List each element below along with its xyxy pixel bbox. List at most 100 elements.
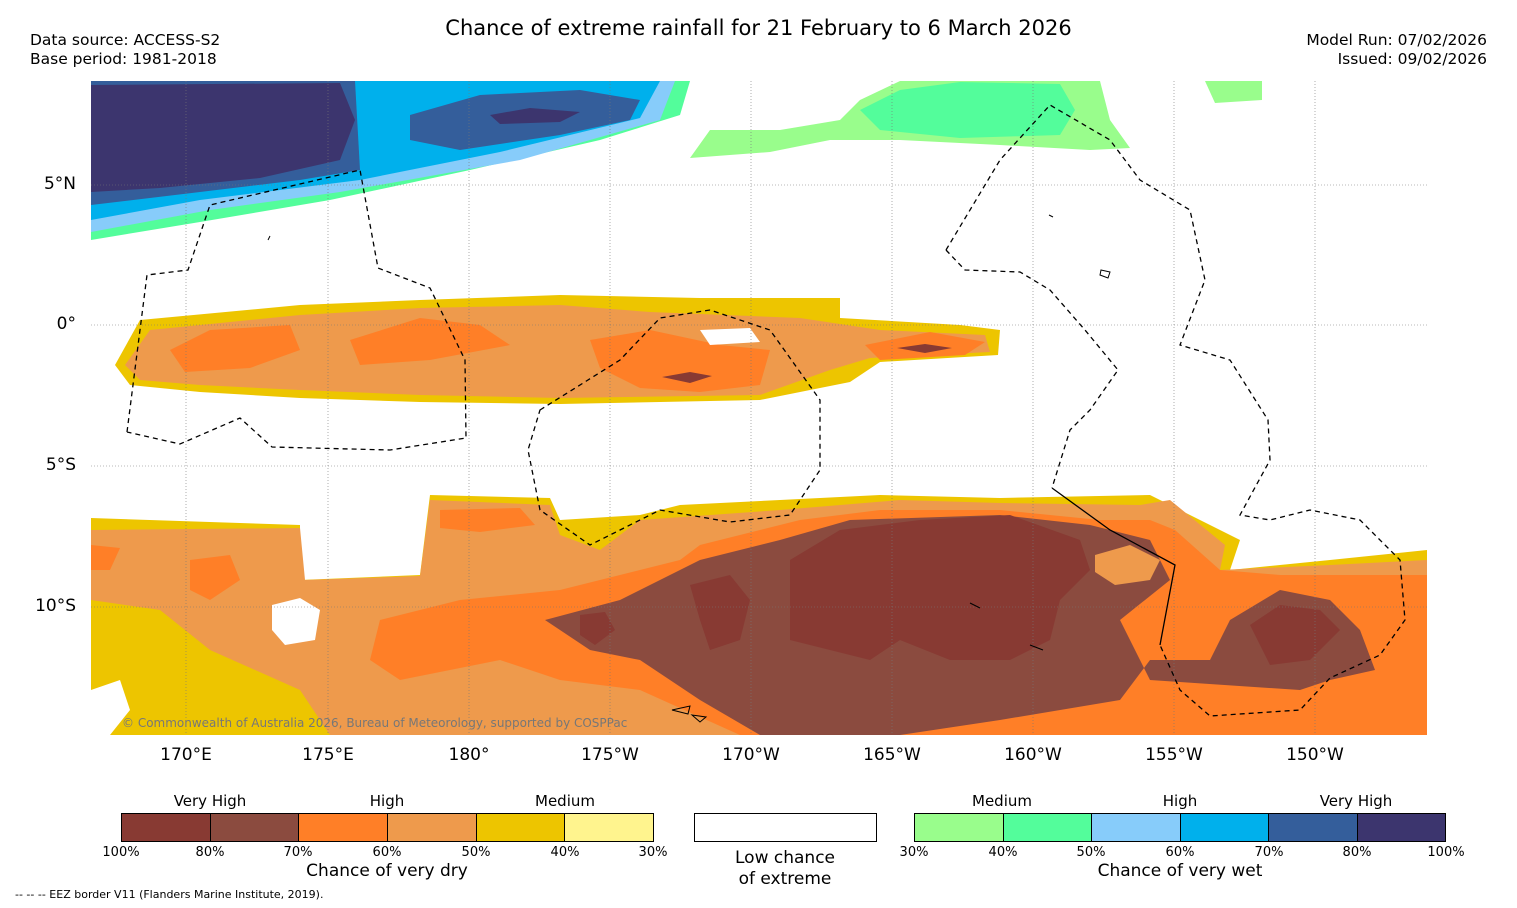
lon-tick-170e: 170°E [160,745,212,765]
legend-dry-swatch-6 [565,814,654,841]
island-dot-5 [1029,644,1044,651]
dry-band-equator-veryhigh2 [897,344,952,353]
issued-label: Issued: 09/02/2026 [1337,50,1487,68]
legend-wet-swatch-2 [1003,814,1092,841]
eez-border-note: -- -- -- EEZ border V11 (Flanders Marine… [15,888,324,901]
eez-kiribati-gilbert [126,169,467,451]
legend-dry-swatch-1 [122,814,211,841]
dry-band-equator-highcore [170,325,300,372]
legend-wet-medium: Medium [972,792,1032,810]
lat-tick-5s: 5°S [45,455,76,475]
dry-field-hole1 [272,598,320,645]
lon-tick-160w: 160°W [1004,745,1062,765]
legend-wet-pct-40: 40% [988,845,1018,860]
legend-wet-very-high: Very High [1319,792,1393,810]
islands [267,214,1111,723]
dry-field-south-west-highcore2 [91,545,120,570]
run-info: Model Run: 07/02/2026 Issued: 09/02/2026 [1306,31,1487,69]
boundary-solid [1051,487,1176,646]
copyright-notice: © Commonwealth of Australia 2026, Bureau… [122,716,628,730]
model-run-label: Model Run: 07/02/2026 [1306,31,1487,49]
legend-wet-pct-50: 50% [1076,845,1106,860]
island-dot-2 [1048,214,1054,218]
legend-dry-bar [121,813,654,842]
dry-band-equator-highcore3 [590,330,770,392]
map-fields [91,81,1427,735]
dry-band-gap [700,328,760,345]
wet-field-n-patch [860,82,1075,138]
eez-kiribati-line-west [945,249,1119,489]
legend-dry-pct-80: 80% [195,845,225,860]
legend-wet-pct-100: 100% [1427,845,1465,860]
dry-field-south-core3 [1250,605,1340,665]
legend-dry-pct-50: 50% [461,845,491,860]
legend-wet-swatch-5 [1269,814,1358,841]
island-dot-1 [1099,269,1111,279]
dry-field-hole3 [1095,545,1160,585]
data-source-info: Data source: ACCESS-S2 Base period: 1981… [30,31,220,69]
lat-tick-5n: 5°N [43,174,76,194]
map-title: Chance of extreme rainfall for 21 Februa… [445,16,1072,40]
dry-band-equator-high [125,305,990,398]
lon-tick-175w: 175°W [581,745,639,765]
legend-low-line2: of extreme [738,869,832,889]
legend-wet-pct-30: 30% [899,845,929,860]
base-period-label: Base period: 1981-2018 [30,50,217,68]
legend-dry-caption: Chance of very dry [306,861,468,881]
legend-wet-caption: Chance of very wet [1097,861,1263,881]
eez-kiribati-line [945,104,1406,717]
dry-field-hole2 [91,680,130,735]
wet-field-extreme-plume [490,108,580,124]
dry-field-south-core4 [690,575,750,650]
lon-tick-170w: 170°W [722,745,780,765]
legend-wet-pct-70: 70% [1254,845,1284,860]
dry-field-south-core5 [580,612,615,645]
island-samoa [671,705,708,723]
legend-low-caption: Low chance of extreme [685,848,885,890]
eez-borders [126,104,1406,717]
dry-field-south-west-highcore [190,555,240,600]
legend-wet-bar [914,813,1446,842]
legend-dry-pct-100: 100% [102,845,140,860]
legend-dry-very-high: Very High [173,792,247,810]
legend-dry-swatch-5 [476,814,566,841]
wet-field-ne-patch [1205,81,1262,103]
legend-dry-pct-60: 60% [372,845,402,860]
island-dot-4 [969,602,981,609]
gridlines [91,81,1427,735]
legend-wet-swatch-1 [915,814,1004,841]
lon-tick-175e: 175°E [302,745,354,765]
dry-band-equator-veryhigh [662,372,712,383]
boundary-line [1051,487,1176,646]
legend-wet-swatch-3 [1092,814,1181,841]
legend-low-swatch [694,813,877,842]
dry-band-equator-highcore2 [350,318,510,365]
legend-dry-swatch-3 [299,814,389,841]
legend-dry-pct-30: 30% [638,845,668,860]
lon-tick-150w: 150°W [1286,745,1344,765]
lon-tick-155w: 155°W [1145,745,1203,765]
legend-dry-high: High [369,792,405,810]
dry-field-south-core2 [790,515,1090,660]
legend-dry-swatch-2 [210,814,300,841]
legend-dry-pct-70: 70% [283,845,313,860]
legend-wet-swatch-4 [1180,814,1269,841]
lat-tick-0: 0° [56,314,76,334]
wet-field-extreme [91,83,355,192]
legend-dry-swatch-4 [388,814,477,841]
legend-low-line1: Low chance [735,848,835,868]
legend-wet-pct-60: 60% [1165,845,1195,860]
data-source-label: Data source: ACCESS-S2 [30,31,221,49]
legend-wet-swatch-6 [1357,814,1445,841]
lon-tick-180: 180° [448,745,490,765]
lon-tick-165w: 165°W [863,745,921,765]
legend-dry-medium: Medium [535,792,595,810]
legend-wet-pct-80: 80% [1342,845,1372,860]
dry-field-south-yellow-sw [91,640,250,735]
legend-wet-high: High [1162,792,1198,810]
lat-tick-10s: 10°S [35,596,76,616]
island-dot-3 [267,235,271,241]
dry-field-south-west-highcore3 [440,508,535,532]
legend-dry-pct-40: 40% [550,845,580,860]
rainfall-map [91,81,1427,735]
